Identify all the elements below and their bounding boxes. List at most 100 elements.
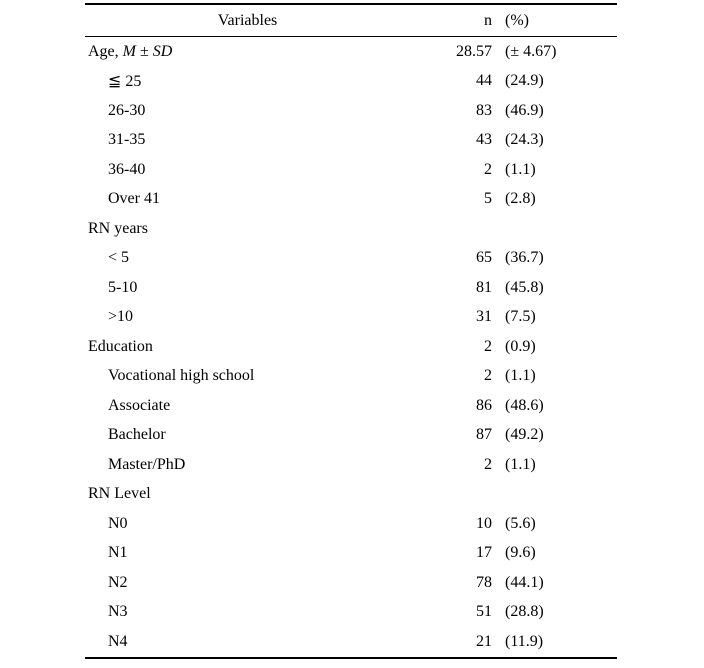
row-n-value: 51 [476, 603, 492, 621]
row-pct-value: (7.5) [505, 308, 536, 326]
row-n-value: 43 [476, 131, 492, 149]
row-pct-value: (36.7) [505, 249, 544, 267]
row-n-value: 2 [484, 337, 492, 355]
row-pct-value: (2.8) [505, 190, 536, 208]
row-n-value: 31 [476, 308, 492, 326]
row-pct-value: (1.1) [505, 455, 536, 473]
row-label-text: Education [88, 337, 153, 355]
row-label-text: N0 [108, 514, 128, 532]
table-row: Master/PhD 2 (1.1) [85, 450, 617, 480]
table-row: Over 41 5 (2.8) [85, 185, 617, 215]
row-label: 26-30 [85, 96, 410, 126]
row-label: N4 [85, 627, 410, 658]
row-pct-value [492, 214, 617, 244]
row-label-text: N3 [108, 603, 128, 621]
row-pct-value: (1.1) [505, 160, 536, 178]
row-pct-value: (28.8) [505, 603, 544, 621]
row-label-italic: M [122, 42, 136, 60]
row-pct-value: (24.3) [505, 131, 544, 149]
row-label: N2 [85, 568, 410, 598]
row-label: Bachelor [85, 421, 410, 451]
row-label-text: RN Level [88, 485, 151, 503]
row-pct-value [492, 480, 617, 510]
table-row: 26-30 83 (46.9) [85, 96, 617, 126]
row-label: Vocational high school [85, 362, 410, 392]
table-row: 5-10 81 (45.8) [85, 273, 617, 303]
header-percent: (%) [505, 11, 529, 29]
table-row: 31-35 43 (24.3) [85, 126, 617, 156]
row-label-text: 36-40 [108, 160, 146, 178]
table-row: RN Level [85, 480, 617, 510]
row-pct-value: (9.6) [505, 544, 536, 562]
row-label-text: N2 [108, 573, 128, 591]
row-label: 36-40 [85, 155, 410, 185]
row-label-text: 26-30 [108, 101, 146, 119]
row-n-value: 65 [476, 249, 492, 267]
table-row: Associate 86 (48.6) [85, 391, 617, 421]
row-label-text: ± [135, 42, 153, 60]
table-row: Education 2 (0.9) [85, 332, 617, 362]
table-body: Age, M ± SD 28.57 (± 4.67) ≦ 25 44 (24.9) 26-3… [85, 37, 617, 658]
table-row: N1 17 (9.6) [85, 539, 617, 569]
row-label: N1 [85, 539, 410, 569]
table-row: < 5 65 (36.7) [85, 244, 617, 274]
row-label: Associate [85, 391, 410, 421]
header-n: n [484, 11, 492, 29]
row-label: N0 [85, 509, 410, 539]
row-label: Age, M ± SD [85, 37, 410, 67]
table-header-row: Variables n (%) [85, 4, 617, 37]
row-label-text: 31-35 [108, 131, 146, 149]
row-label-text: Age, [88, 42, 123, 60]
row-label-text: RN years [88, 219, 148, 237]
row-n-value [410, 480, 492, 510]
row-label-text: ≦ 25 [108, 73, 142, 91]
header-variables: Variables [217, 11, 278, 29]
row-label: RN Level [85, 480, 410, 510]
row-label-text: 5-10 [108, 278, 138, 296]
row-n-value: 28.57 [456, 42, 492, 60]
row-n-value: 86 [476, 396, 492, 414]
row-label-text: Bachelor [108, 426, 166, 444]
row-n-value: 2 [484, 367, 492, 385]
row-label: N3 [85, 598, 410, 628]
row-pct-value: (11.9) [505, 632, 544, 650]
row-label: 5-10 [85, 273, 410, 303]
table-row: Bachelor 87 (49.2) [85, 421, 617, 451]
row-n-value: 44 [476, 72, 492, 90]
table-row: RN years [85, 214, 617, 244]
row-label: >10 [85, 303, 410, 333]
row-label: 31-35 [85, 126, 410, 156]
table-row: N4 21 (11.9) [85, 627, 617, 658]
row-n-value: 10 [476, 514, 492, 532]
row-pct-value: (48.6) [505, 396, 544, 414]
row-n-value: 2 [484, 160, 492, 178]
table-header: Variables n (%) [85, 4, 617, 37]
row-pct-value: (1.1) [505, 367, 536, 385]
row-label: Master/PhD [85, 450, 410, 480]
row-pct-value: (49.2) [505, 426, 544, 444]
row-pct-value: (± 4.67) [505, 42, 557, 60]
row-label: < 5 [85, 244, 410, 274]
row-pct-value: (44.1) [505, 573, 544, 591]
row-n-value: 17 [476, 544, 492, 562]
row-label-text: Over 41 [108, 190, 160, 208]
row-label-text: Vocational high school [108, 367, 255, 385]
table-row: 36-40 2 (1.1) [85, 155, 617, 185]
row-label-text: Associate [108, 396, 171, 414]
row-label: Education [85, 332, 410, 362]
row-label-text: >10 [108, 308, 134, 326]
row-n-value: 78 [476, 573, 492, 591]
table-row: N0 10 (5.6) [85, 509, 617, 539]
demographics-table: Variables n (%) Age, M ± SD 28.57 (± 4.67)… [85, 3, 617, 659]
table-row: Vocational high school 2 (1.1) [85, 362, 617, 392]
row-label-text: N4 [108, 632, 128, 650]
row-n-value: 81 [476, 278, 492, 296]
demographics-table-grid: Variables n (%) Age, M ± SD 28.57 (± 4.67)… [85, 3, 617, 659]
row-pct-value: (45.8) [505, 278, 544, 296]
row-label-text: N1 [108, 544, 128, 562]
row-n-value [410, 214, 492, 244]
table-row: N3 51 (28.8) [85, 598, 617, 628]
row-label: RN years [85, 214, 410, 244]
row-pct-value: (0.9) [505, 337, 536, 355]
